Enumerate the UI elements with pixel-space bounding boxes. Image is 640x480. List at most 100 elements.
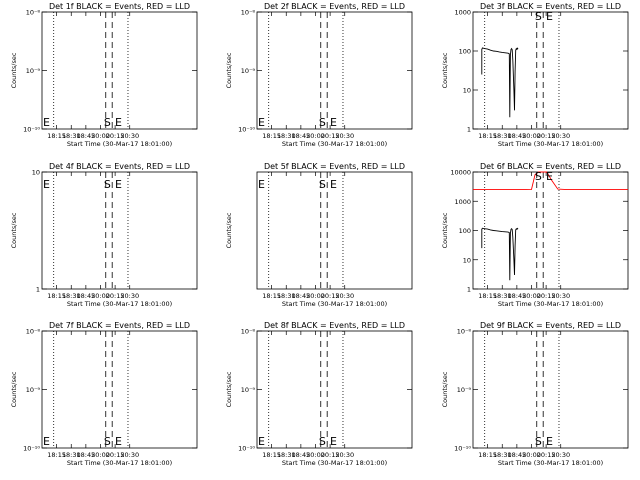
event-marker: E xyxy=(330,178,337,191)
series-line xyxy=(481,47,519,118)
event-marker: E xyxy=(258,435,265,448)
x-tick-label: 18:45 xyxy=(292,292,311,300)
x-tick-label: 20:30 xyxy=(335,292,354,300)
y-tick-label: 1 xyxy=(467,286,471,294)
panel-title: Det 4f BLACK = Events, RED = LLD xyxy=(49,162,190,171)
panel-title: Det 7f BLACK = Events, RED = LLD xyxy=(49,321,190,330)
x-tick-label: 18:45 xyxy=(77,451,96,459)
y-tick-label: 10⁻⁸ xyxy=(241,328,256,336)
event-marker: E xyxy=(258,116,265,129)
y-axis-label: Counts/sec xyxy=(225,212,233,248)
x-tick-label: 18:15 xyxy=(478,292,497,300)
y-tick-label: 10⁻¹⁰ xyxy=(238,126,255,134)
y-tick-label: 10⁻⁹ xyxy=(241,386,256,394)
x-tick-label: 20:15 xyxy=(537,292,556,300)
panel-det-5: Det 5f BLACK = Events, RED = LLD18:1518:… xyxy=(225,162,413,308)
x-tick-label: 20:30 xyxy=(120,451,139,459)
x-axis-label: Start Time (30-Mar-17 18:01:00) xyxy=(282,300,387,308)
y-tick-label: 1000 xyxy=(454,9,471,17)
x-tick-label: 20:15 xyxy=(321,292,340,300)
y-tick-label: 10⁻¹⁰ xyxy=(23,126,40,134)
x-tick-label: 20:00 xyxy=(91,292,110,300)
x-tick-label: 18:45 xyxy=(508,132,527,140)
x-tick-label: 20:30 xyxy=(551,132,570,140)
x-tick-label: 18:45 xyxy=(77,132,96,140)
y-axis-label: Counts/sec xyxy=(10,52,18,88)
panel-det-4: Det 4f BLACK = Events, RED = LLD18:1518:… xyxy=(10,162,198,308)
y-tick-label: 1 xyxy=(36,286,40,294)
x-tick-label: 18:45 xyxy=(508,451,527,459)
event-marker: S xyxy=(104,435,111,448)
x-tick-label: 18:30 xyxy=(277,132,296,140)
panel-det-9: Det 9f BLACK = Events, RED = LLD18:1518:… xyxy=(441,321,629,467)
x-tick-label: 20:15 xyxy=(106,292,125,300)
plot-frame xyxy=(41,11,198,130)
panel-title: Det 1f BLACK = Events, RED = LLD xyxy=(49,2,190,11)
x-axis-label: Start Time (30-Mar-17 18:01:00) xyxy=(498,300,603,308)
y-axis-label: Counts/sec xyxy=(441,212,449,248)
panel-det-2: Det 2f BLACK = Events, RED = LLD18:1518:… xyxy=(225,2,413,148)
panel-title: Det 8f BLACK = Events, RED = LLD xyxy=(264,321,405,330)
panel-det-1: Det 1f BLACK = Events, RED = LLD18:1518:… xyxy=(10,2,198,148)
series-line xyxy=(473,171,628,191)
x-tick-label: 20:15 xyxy=(537,132,556,140)
panel-title: Det 5f BLACK = Events, RED = LLD xyxy=(264,162,405,171)
x-axis-label: Start Time (30-Mar-17 18:01:00) xyxy=(282,459,387,467)
panel-det-7: Det 7f BLACK = Events, RED = LLD18:1518:… xyxy=(10,321,198,467)
x-tick-label: 18:30 xyxy=(62,292,81,300)
panel-det-3: Det 3f BLACK = Events, RED = LLD18:1518:… xyxy=(441,2,629,148)
series-line xyxy=(481,227,519,281)
y-axis-label: Counts/sec xyxy=(10,371,18,407)
panel-title: Det 9f BLACK = Events, RED = LLD xyxy=(480,321,621,330)
x-tick-label: 18:30 xyxy=(493,451,512,459)
event-marker: E xyxy=(115,116,122,129)
x-tick-label: 18:45 xyxy=(292,451,311,459)
y-tick-label: 10⁻¹⁰ xyxy=(23,445,40,453)
x-tick-label: 18:45 xyxy=(508,292,527,300)
x-tick-label: 20:30 xyxy=(335,132,354,140)
x-tick-label: 18:45 xyxy=(77,292,96,300)
x-tick-label: 18:30 xyxy=(493,132,512,140)
event-marker: S xyxy=(104,178,111,191)
event-marker: E xyxy=(546,435,553,448)
x-tick-label: 20:30 xyxy=(551,451,570,459)
plot-frame xyxy=(256,171,413,290)
event-marker: S xyxy=(535,435,542,448)
event-marker: E xyxy=(43,435,50,448)
plot-frame xyxy=(41,171,198,290)
y-tick-label: 10 xyxy=(463,256,471,264)
x-tick-label: 20:00 xyxy=(91,451,110,459)
x-tick-label: 20:30 xyxy=(120,292,139,300)
y-axis-label: Counts/sec xyxy=(441,371,449,407)
y-tick-label: 10⁻⁹ xyxy=(26,67,41,75)
y-tick-label: 10⁻⁸ xyxy=(26,328,41,336)
x-axis-label: Start Time (30-Mar-17 18:01:00) xyxy=(67,300,172,308)
plot-frame xyxy=(472,330,629,449)
x-tick-label: 18:15 xyxy=(478,451,497,459)
y-tick-label: 1000 xyxy=(454,198,471,206)
y-axis-label: Counts/sec xyxy=(441,52,449,88)
y-tick-label: 10000 xyxy=(450,169,471,177)
x-tick-label: 20:15 xyxy=(537,451,556,459)
x-tick-label: 20:15 xyxy=(321,132,340,140)
y-axis-label: Counts/sec xyxy=(225,52,233,88)
x-tick-label: 18:30 xyxy=(277,292,296,300)
x-tick-label: 18:15 xyxy=(262,132,281,140)
plot-frame xyxy=(256,11,413,130)
x-tick-label: 20:00 xyxy=(522,451,541,459)
event-marker: S xyxy=(535,170,542,183)
x-tick-label: 18:30 xyxy=(277,451,296,459)
event-marker: S xyxy=(104,116,111,129)
panel-title: Det 3f BLACK = Events, RED = LLD xyxy=(480,2,621,11)
event-marker: S xyxy=(319,435,326,448)
x-tick-label: 18:30 xyxy=(62,132,81,140)
x-tick-label: 18:15 xyxy=(478,132,497,140)
panel-det-6: Det 6f BLACK = Events, RED = LLD18:1518:… xyxy=(441,162,629,308)
x-tick-label: 20:00 xyxy=(91,132,110,140)
x-tick-label: 20:00 xyxy=(306,132,325,140)
x-tick-label: 20:00 xyxy=(306,292,325,300)
y-tick-label: 10⁻¹⁰ xyxy=(238,445,255,453)
x-tick-label: 20:30 xyxy=(120,132,139,140)
x-tick-label: 18:30 xyxy=(493,292,512,300)
